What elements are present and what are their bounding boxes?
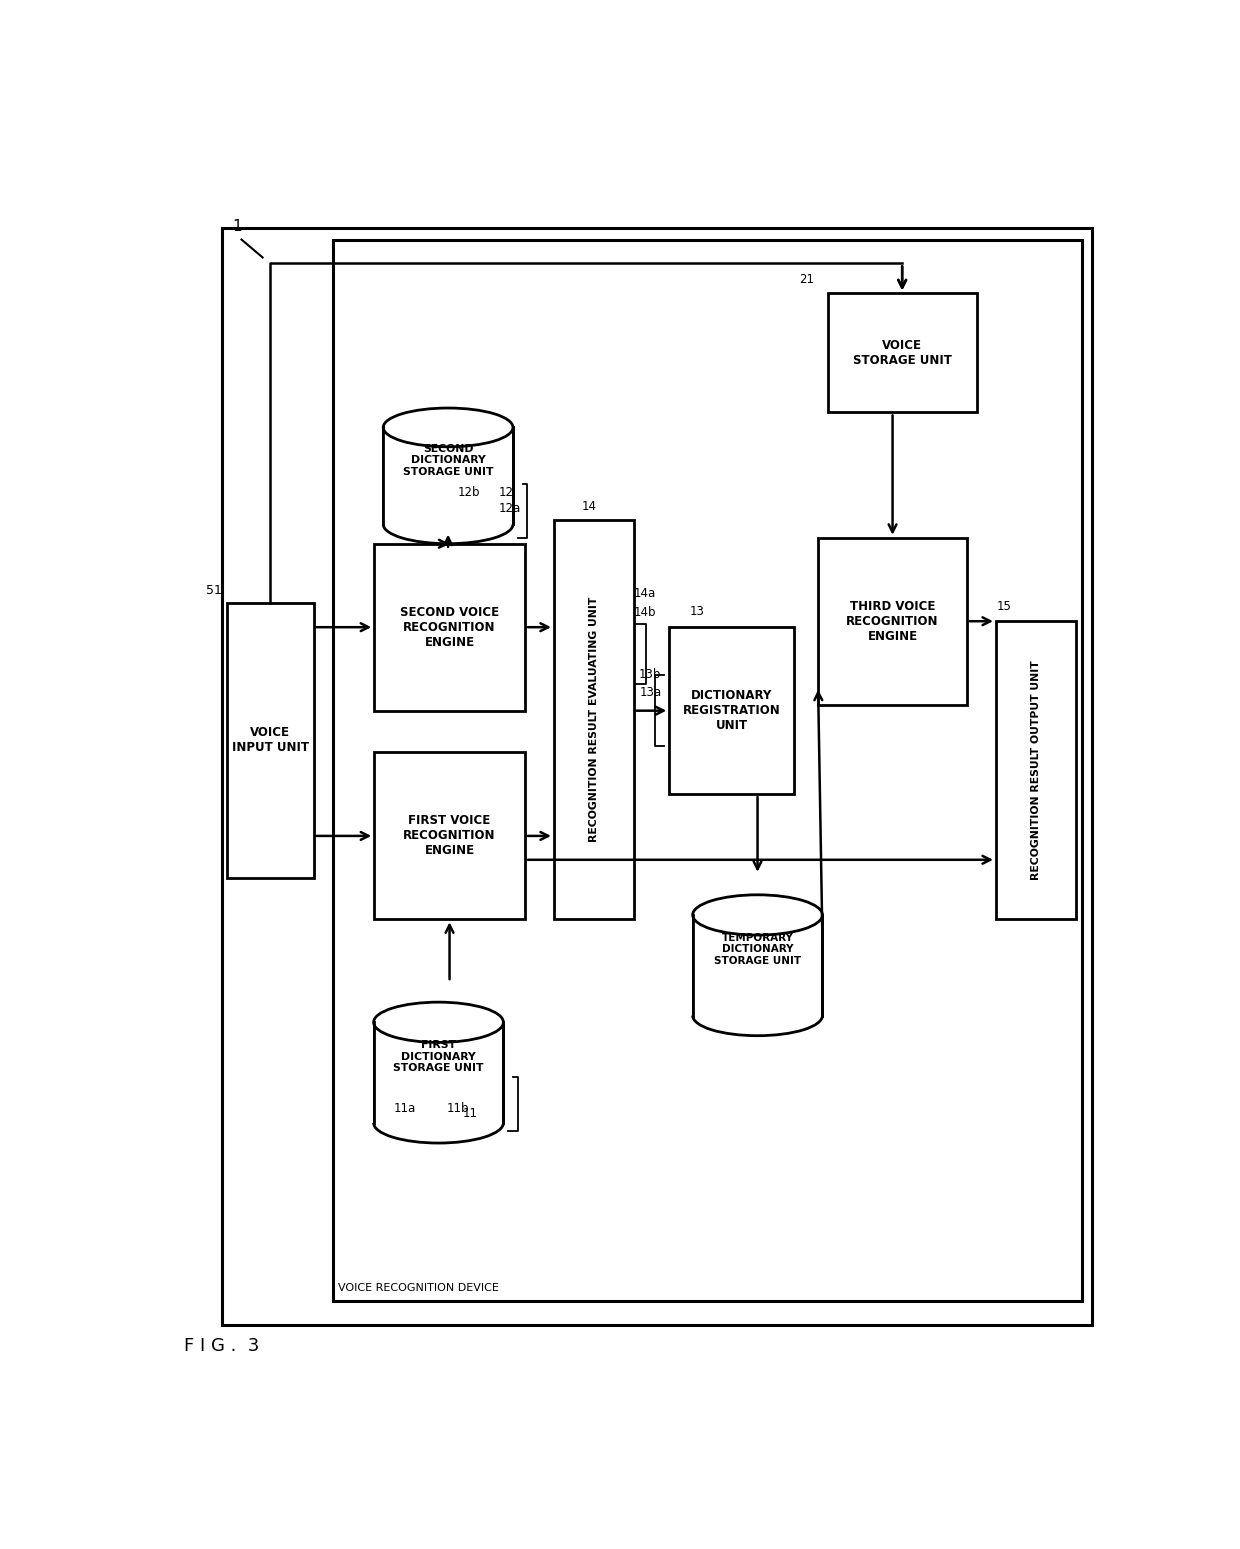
Text: 12b: 12b — [458, 486, 480, 499]
Text: 12a: 12a — [498, 502, 521, 514]
Bar — [374, 544, 525, 711]
Text: FIRST
DICTIONARY
STORAGE UNIT: FIRST DICTIONARY STORAGE UNIT — [393, 1039, 484, 1073]
Text: 13: 13 — [689, 604, 704, 618]
Ellipse shape — [383, 407, 513, 446]
Text: DICTIONARY
REGISTRATION
UNIT: DICTIONARY REGISTRATION UNIT — [683, 689, 780, 733]
Bar — [384, 407, 512, 525]
Text: 14: 14 — [582, 500, 596, 513]
Ellipse shape — [693, 895, 822, 936]
Bar — [996, 621, 1075, 920]
Text: 51: 51 — [206, 584, 222, 598]
Text: 21: 21 — [800, 273, 815, 287]
Text: VOICE
STORAGE UNIT: VOICE STORAGE UNIT — [853, 339, 951, 367]
Text: 14b: 14b — [634, 606, 656, 620]
Bar — [332, 240, 1083, 1301]
Bar — [828, 293, 977, 412]
Text: 12: 12 — [498, 486, 515, 499]
Text: 15: 15 — [997, 599, 1012, 613]
Text: TEMPORARY
DICTIONARY
STORAGE UNIT: TEMPORARY DICTIONARY STORAGE UNIT — [714, 932, 801, 967]
Text: SECOND VOICE
RECOGNITION
ENGINE: SECOND VOICE RECOGNITION ENGINE — [401, 606, 500, 649]
Text: VOICE RECOGNITION DEVICE: VOICE RECOGNITION DEVICE — [337, 1283, 498, 1293]
Text: THIRD VOICE
RECOGNITION
ENGINE: THIRD VOICE RECOGNITION ENGINE — [847, 599, 939, 643]
Text: RECOGNITION RESULT OUTPUT UNIT: RECOGNITION RESULT OUTPUT UNIT — [1030, 660, 1040, 880]
Bar — [693, 894, 821, 1016]
Text: RECOGNITION RESULT EVALUATING UNIT: RECOGNITION RESULT EVALUATING UNIT — [589, 596, 599, 843]
Text: 14a: 14a — [634, 587, 656, 601]
Text: SECOND
DICTIONARY
STORAGE UNIT: SECOND DICTIONARY STORAGE UNIT — [403, 443, 494, 477]
Text: 1: 1 — [232, 218, 242, 234]
Bar — [374, 1001, 502, 1125]
Text: 11a: 11a — [394, 1101, 417, 1115]
Ellipse shape — [373, 1002, 503, 1042]
Text: 13a: 13a — [640, 686, 661, 699]
Bar — [670, 627, 794, 795]
Text: VOICE
INPUT UNIT: VOICE INPUT UNIT — [232, 726, 309, 754]
Text: FIRST VOICE
RECOGNITION
ENGINE: FIRST VOICE RECOGNITION ENGINE — [403, 815, 496, 858]
Text: 11b: 11b — [446, 1101, 469, 1115]
Text: F I G .  3: F I G . 3 — [184, 1337, 259, 1355]
Bar — [818, 538, 967, 705]
Bar — [374, 753, 525, 920]
Text: 13b: 13b — [639, 669, 661, 682]
Bar — [554, 520, 634, 920]
Bar — [227, 603, 314, 878]
Text: 11: 11 — [463, 1106, 477, 1120]
